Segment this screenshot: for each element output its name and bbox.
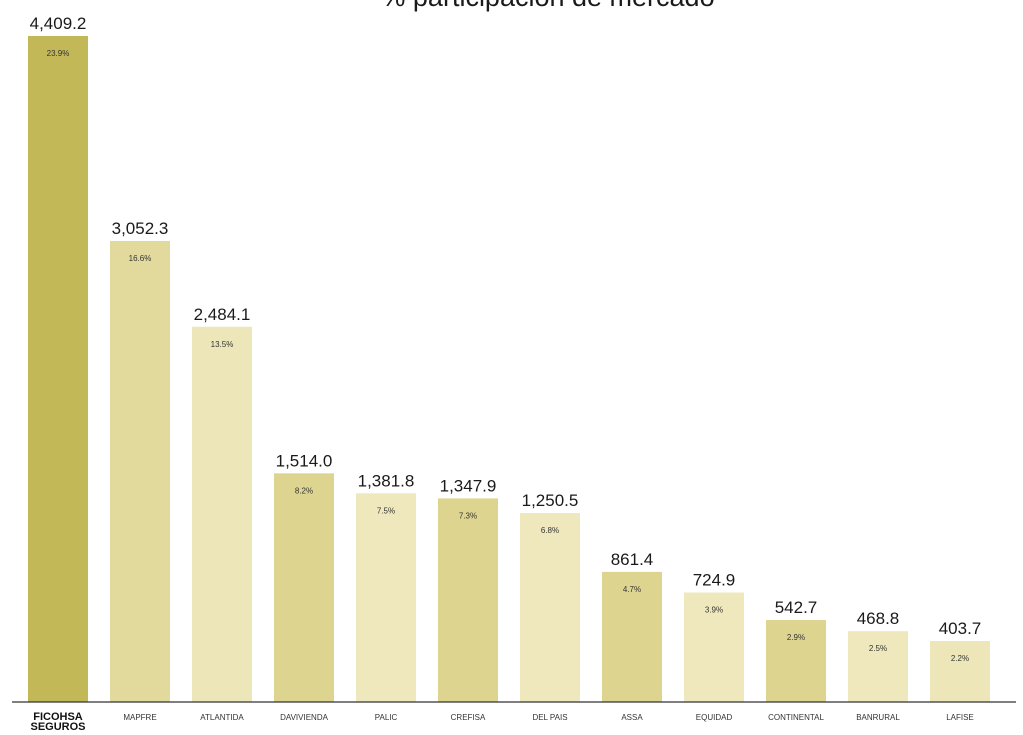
percent-label-6: 7.3% — [459, 511, 477, 520]
percent-label-7: 6.8% — [541, 526, 559, 535]
bar-11 — [848, 631, 908, 702]
value-label-10: 542.7 — [775, 598, 818, 617]
bar-2 — [110, 240, 170, 702]
percent-label-3: 13.5% — [211, 340, 234, 349]
value-label-4: 1,514.0 — [276, 451, 333, 470]
bar-10 — [766, 620, 826, 702]
percent-label-1: 23.9% — [47, 49, 70, 58]
category-label-9: EQUIDAD — [696, 713, 733, 722]
percent-label-9: 3.9% — [705, 606, 723, 615]
value-label-11: 468.8 — [857, 609, 900, 628]
bar-12 — [930, 641, 990, 702]
category-label-7: DEL PAIS — [532, 713, 567, 722]
bars-group — [28, 36, 990, 702]
bar-6 — [438, 498, 498, 702]
bar-7 — [520, 513, 580, 702]
percent-label-4: 8.2% — [295, 486, 313, 495]
category-label-12: LAFISE — [946, 713, 974, 722]
percent-label-8: 4.7% — [623, 585, 641, 594]
category-label-11: BANRURAL — [856, 713, 900, 722]
bar-1 — [28, 36, 88, 702]
category-label-8: ASSA — [621, 713, 643, 722]
bar-3 — [192, 326, 252, 702]
value-label-8: 861.4 — [611, 550, 654, 569]
value-label-9: 724.9 — [693, 571, 736, 590]
percent-label-11: 2.5% — [869, 644, 887, 653]
bar-4 — [274, 473, 334, 702]
chart-title: % participación de mercado — [381, 0, 714, 12]
labels-group: 4,409.2 23.9% FICOHSA SEGUROS 3,052.3 16.6% MA… — [30, 14, 982, 733]
category-label-10: CONTINENTAL — [768, 713, 824, 722]
value-label-7: 1,250.5 — [522, 491, 579, 510]
category-label-5: PALIC — [375, 713, 398, 722]
percent-label-2: 16.6% — [129, 254, 152, 263]
percent-label-5: 7.5% — [377, 506, 395, 515]
category-label-3: ATLANTIDA — [200, 713, 244, 722]
category-label-1: FICOHSA SEGUROS — [30, 711, 85, 733]
bar-8 — [602, 571, 662, 702]
bar-9 — [684, 592, 744, 702]
value-label-12: 403.7 — [939, 619, 982, 638]
category-label-4: DAVIVIENDA — [280, 713, 329, 722]
value-label-3: 2,484.1 — [194, 305, 251, 324]
value-label-1: 4,409.2 — [30, 14, 87, 33]
percent-label-10: 2.9% — [787, 633, 805, 642]
percent-label-12: 2.2% — [951, 654, 969, 663]
category-label-6: CREFISA — [451, 713, 486, 722]
value-label-6: 1,347.9 — [440, 476, 497, 495]
bar-5 — [356, 493, 416, 702]
value-label-2: 3,052.3 — [112, 219, 169, 238]
category-label-2: MAPFRE — [123, 713, 156, 722]
value-label-5: 1,381.8 — [358, 471, 415, 490]
